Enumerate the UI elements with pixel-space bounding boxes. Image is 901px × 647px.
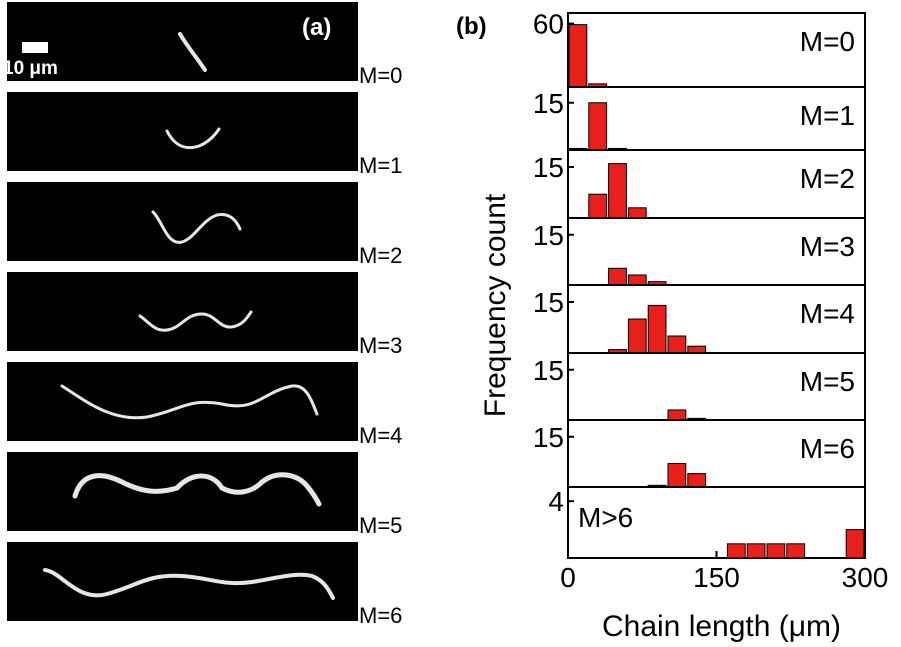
histogram-panel: 15 M=1 <box>533 86 866 151</box>
chain-length-histogram: (b) 60 M=0 15 M=1 15 M=2 15 M=3 15 M=4 15 M=5 15 M=6 4… <box>456 9 888 643</box>
bar <box>667 335 687 354</box>
bar <box>667 409 687 421</box>
histogram-panel: 15 M=6 <box>533 419 866 488</box>
x-axis: 0 150 300 <box>560 551 888 593</box>
y-tick-label: 60 <box>533 9 564 40</box>
micrograph-label-m1: M=1 <box>359 153 403 178</box>
panel-label: M=5 <box>800 366 855 397</box>
panel-b-label: (b) <box>456 13 487 40</box>
panel-label: M=6 <box>800 433 855 464</box>
panel-label: M=2 <box>800 163 855 194</box>
y-tick-label: 15 <box>533 422 564 453</box>
histogram-panel: 15 M=2 <box>533 149 866 219</box>
bar <box>687 345 707 354</box>
micrograph-label-m2: M=2 <box>359 243 403 268</box>
histogram-panels: 60 M=0 15 M=1 15 M=2 15 M=3 15 M=4 15 M=5 15 M=6 4 M>6 <box>533 9 866 559</box>
panel-label: M=3 <box>800 231 855 262</box>
bar <box>667 463 687 488</box>
panel-a-micrographs: (a) 10 μm M=0 M=1 M=2 M=3 M=4 M=5 M=6 <box>0 0 430 647</box>
histogram-panel: 15 M=5 <box>533 352 866 421</box>
bar <box>627 274 647 286</box>
panel-label: M=4 <box>800 298 855 329</box>
bar <box>766 543 786 559</box>
panel-a-label: (a) <box>302 14 332 41</box>
micrograph-label-m5: M=5 <box>359 513 403 538</box>
bar <box>568 24 588 88</box>
y-tick-label: 15 <box>533 355 564 386</box>
histogram-panel: 15 M=3 <box>533 217 866 286</box>
y-tick-label: 15 <box>533 88 564 119</box>
panel-label: M>6 <box>578 502 633 533</box>
histogram-panel: 60 M=0 <box>533 9 866 88</box>
scale-bar <box>22 42 48 53</box>
y-tick-label: 15 <box>533 152 564 183</box>
micrograph-m0 <box>7 2 358 81</box>
micrograph-m5 <box>7 452 358 531</box>
micrograph-m3 <box>7 272 358 351</box>
x-axis-label: Chain length (μm) <box>602 610 841 643</box>
panel-label: M=0 <box>800 26 855 57</box>
y-tick-label: 15 <box>533 220 564 251</box>
bar <box>608 163 627 219</box>
micrograph-label-m4: M=4 <box>359 423 403 448</box>
bar <box>627 318 647 354</box>
y-axis-label: Frequency count <box>479 193 512 417</box>
micrograph-m1 <box>7 92 358 171</box>
micrograph-m6 <box>7 542 358 621</box>
bar <box>588 193 608 219</box>
bar <box>647 304 667 354</box>
bar <box>845 529 865 559</box>
y-tick-label: 15 <box>533 287 564 318</box>
micrograph-m4 <box>7 362 358 441</box>
y-tick-label: 4 <box>548 486 564 517</box>
panel-label: M=1 <box>800 100 855 131</box>
bar <box>746 543 766 559</box>
bar <box>726 543 746 559</box>
micrograph-m2 <box>7 182 358 261</box>
bar <box>627 207 647 219</box>
micrograph-label-m6: M=6 <box>359 603 403 628</box>
micrograph-label-m0: M=0 <box>359 63 403 88</box>
scale-bar-label: 10 μm <box>3 58 58 79</box>
x-tick-label: 150 <box>693 562 740 593</box>
histogram-panel: 15 M=4 <box>533 284 866 354</box>
histogram-panel: 4 M>6 <box>548 486 866 559</box>
x-tick-label: 300 <box>842 562 889 593</box>
bar <box>786 543 806 559</box>
bar <box>608 267 627 286</box>
x-tick-label: 0 <box>560 562 576 593</box>
micrograph-label-m3: M=3 <box>359 333 403 358</box>
bar <box>687 473 707 488</box>
bar <box>588 102 608 151</box>
